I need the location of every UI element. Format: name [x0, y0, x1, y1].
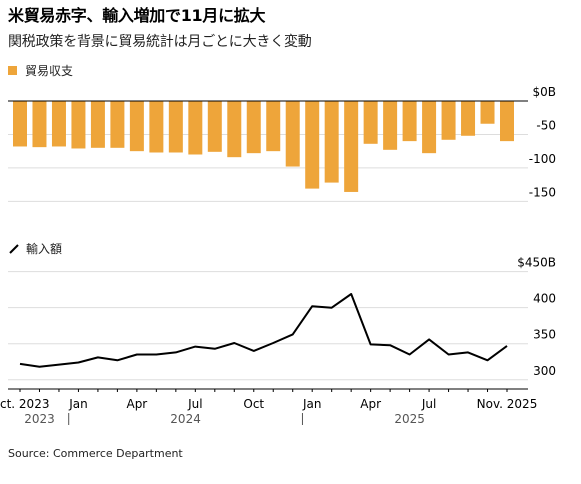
imports-series-line — [19, 293, 508, 368]
line-y-tick-label: 400 — [533, 292, 556, 306]
trade-balance-bar — [149, 101, 164, 153]
trade-balance-bar — [90, 101, 105, 148]
x-year-label: 2024 — [170, 412, 201, 426]
bar-y-tick-label: $0B — [532, 85, 556, 99]
trade-balance-bar — [383, 101, 398, 150]
trade-balance-bar — [32, 101, 47, 148]
trade-balance-bar — [480, 101, 495, 124]
line-y-tick-label: $450B — [517, 256, 556, 270]
trade-balance-bar — [227, 101, 242, 158]
trade-balance-bar — [402, 101, 417, 142]
x-tick-label: Oct. 2023 — [0, 397, 49, 411]
trade-balance-bar — [363, 101, 378, 144]
x-year-label: 2025 — [394, 412, 425, 426]
trade-balance-bar — [207, 101, 222, 152]
line-y-tick-label: 350 — [533, 328, 556, 342]
trade-balance-bar — [71, 101, 86, 149]
trade-balance-bar — [285, 101, 300, 167]
line-swatch-icon — [9, 243, 19, 254]
x-tick-label: Apr — [126, 397, 147, 411]
bar-swatch-icon — [8, 66, 17, 75]
bar-y-tick-label: -100 — [529, 152, 556, 166]
trade-balance-bar — [129, 101, 144, 152]
trade-balance-bar — [324, 101, 339, 183]
trade-balance-bar — [344, 101, 359, 192]
line-y-tick-label: 300 — [533, 364, 556, 378]
trade-balance-bar — [422, 101, 437, 154]
chart-subtitle: 関税政策を背景に貿易統計は月ごとに大きく変動 — [8, 34, 312, 50]
trade-balance-bar — [500, 101, 514, 142]
legend-trade-balance: 貿易収支 — [8, 62, 73, 79]
bar-y-tick-label: -50 — [536, 118, 556, 132]
imports-line-chart: 300 350 400 $450B — [8, 256, 556, 381]
trade-balance-bar — [441, 101, 456, 140]
x-tick-label: Oct — [243, 397, 264, 411]
x-tick-label: Apr — [360, 397, 381, 411]
trade-balance-bar — [110, 101, 125, 148]
trade-balance-bar — [305, 101, 320, 189]
trade-balance-bar — [461, 101, 476, 136]
x-tick-label: Jul — [187, 397, 202, 411]
bar-y-tick-label: -150 — [529, 185, 556, 199]
trade-balance-bar — [13, 101, 27, 147]
x-year-label: 2023 — [24, 412, 55, 426]
source-note: Source: Commerce Department — [8, 447, 183, 460]
legend-imports-label: 輸入額 — [26, 242, 63, 256]
trade-balance-bar — [168, 101, 183, 153]
trade-balance-bar — [188, 101, 203, 155]
x-tick-label: Nov. 2025 — [477, 397, 538, 411]
legend-imports: 輸入額 — [8, 240, 62, 257]
trade-balance-bar — [51, 101, 66, 147]
legend-trade-balance-label: 貿易収支 — [25, 64, 74, 78]
trade-balance-bar-chart: $0B -50 -100 -150 — [8, 85, 556, 202]
x-axis: Oct. 2023 Jan Apr Jul Oct Jan Apr Jul Nov. 2025 2… — [0, 388, 538, 426]
x-tick-label: Jan — [302, 397, 322, 411]
x-tick-label: Jul — [421, 397, 436, 411]
trade-balance-bar — [266, 101, 281, 152]
trade-balance-bar — [246, 101, 261, 154]
chart-title: 米貿易赤字、輸入増加で11月に拡大 — [8, 6, 266, 25]
x-tick-label: Jan — [68, 397, 88, 411]
